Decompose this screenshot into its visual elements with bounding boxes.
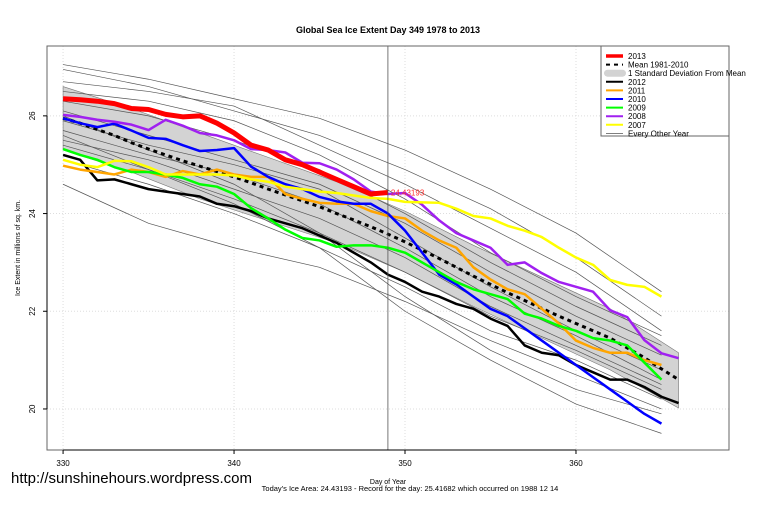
- series-line-2007: [62, 158, 663, 298]
- legend-label: 2013: [628, 52, 646, 61]
- series-lines: [62, 96, 680, 425]
- legend-label: 2010: [628, 95, 646, 104]
- x-tick-label: 350: [398, 459, 412, 468]
- other-year-line: [63, 64, 662, 293]
- x-tick-label: 360: [569, 459, 583, 468]
- other-year-line: [63, 91, 662, 337]
- series-line-2010: [62, 117, 663, 425]
- day-marker: 24.43193: [387, 46, 425, 450]
- y-tick-label: 24: [28, 209, 37, 218]
- chart-title: Global Sea Ice Extent Day 349 1978 to 20…: [296, 25, 480, 35]
- legend-label: 2009: [628, 104, 646, 113]
- current-value-label: 24.43193: [391, 188, 425, 197]
- legend-label: 2011: [628, 86, 646, 95]
- other-year-line: [62, 139, 662, 385]
- other-year-line: [62, 120, 662, 371]
- other-year-line: [62, 115, 662, 415]
- series-line-mean-1981-2010: [62, 116, 680, 381]
- legend-label: Every Other Year: [628, 129, 689, 138]
- legend-label: 2008: [628, 112, 646, 121]
- y-tick-label: 22: [28, 306, 37, 315]
- axes: 330 340 350 360 20 22 24 26: [28, 111, 583, 468]
- legend-label: Mean 1981-2010: [628, 61, 689, 70]
- x-tick-label: 340: [227, 459, 241, 468]
- series-line-2013: [62, 96, 389, 197]
- x-tick-label: 330: [56, 459, 70, 468]
- y-tick-label: 20: [28, 404, 37, 413]
- footer-note: Today's Ice Area: 24.43193 - Record for …: [261, 484, 559, 493]
- legend-swatch: [604, 69, 626, 77]
- legend-label: 1 Standard Deviation From Mean: [628, 69, 746, 78]
- other-year-line: [63, 81, 662, 332]
- other-year-line: [62, 183, 662, 410]
- y-tick-label: 26: [28, 111, 37, 120]
- legend-label: 2012: [628, 78, 646, 87]
- watermark-url: http://sunshinehours.wordpress.com: [11, 470, 252, 487]
- other-year-line: [62, 130, 662, 380]
- std-dev-band-area: [62, 86, 679, 409]
- std-dev-band: [62, 86, 679, 409]
- x-axis-label: Day of Year: [370, 479, 407, 486]
- y-axis-label: Ice Extent in millions of sq. km.: [15, 200, 22, 296]
- legend-label: 2007: [628, 121, 646, 130]
